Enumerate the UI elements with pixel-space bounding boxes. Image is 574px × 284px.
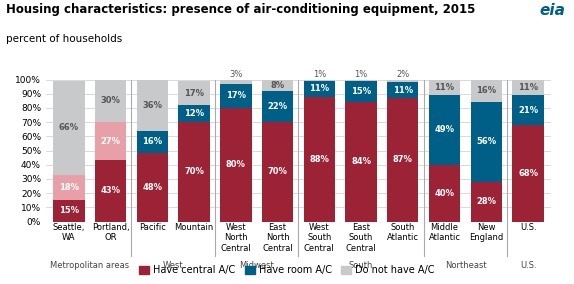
Bar	[513, 80, 544, 95]
Bar	[262, 80, 293, 91]
Text: 49%: 49%	[435, 126, 455, 134]
Text: 12%: 12%	[184, 109, 204, 118]
Bar	[346, 81, 377, 102]
Text: 70%: 70%	[184, 167, 204, 176]
Bar	[179, 81, 210, 105]
Bar	[387, 98, 418, 222]
Text: 84%: 84%	[351, 157, 371, 166]
Text: 11%: 11%	[309, 84, 329, 93]
Bar	[179, 105, 210, 122]
Bar	[53, 200, 84, 222]
Bar	[137, 80, 168, 131]
Text: 15%: 15%	[351, 87, 371, 96]
Bar	[262, 91, 293, 122]
Text: West: West	[163, 261, 184, 270]
Bar	[429, 95, 460, 165]
Text: 87%: 87%	[393, 155, 413, 164]
Text: 8%: 8%	[270, 81, 285, 90]
Text: 1%: 1%	[313, 70, 326, 79]
Text: 27%: 27%	[100, 137, 121, 146]
Text: 22%: 22%	[267, 102, 288, 111]
Text: South: South	[349, 261, 373, 270]
Bar	[53, 175, 84, 200]
Bar	[220, 80, 251, 84]
Text: 43%: 43%	[100, 187, 121, 195]
Text: 18%: 18%	[59, 183, 79, 192]
Text: 15%: 15%	[59, 206, 79, 215]
Text: 16%: 16%	[142, 137, 162, 147]
Text: U.S.: U.S.	[520, 261, 536, 270]
Text: 3%: 3%	[229, 70, 243, 79]
Bar	[95, 122, 126, 160]
Text: 21%: 21%	[518, 106, 538, 114]
Bar	[137, 131, 168, 153]
Bar	[471, 182, 502, 222]
Text: 88%: 88%	[309, 154, 329, 164]
Bar	[387, 80, 418, 82]
Text: Housing characteristics: presence of air-conditioning equipment, 2015: Housing characteristics: presence of air…	[6, 3, 475, 16]
Bar	[95, 160, 126, 222]
Bar	[513, 95, 544, 125]
Text: Midwest: Midwest	[239, 261, 274, 270]
Bar	[304, 80, 335, 81]
Text: 66%: 66%	[59, 123, 79, 132]
Text: Northeast: Northeast	[445, 261, 486, 270]
Text: 28%: 28%	[476, 197, 497, 206]
Bar	[471, 80, 502, 102]
Text: 11%: 11%	[518, 83, 538, 92]
Text: 80%: 80%	[226, 160, 246, 169]
Bar	[429, 165, 460, 222]
Text: 40%: 40%	[435, 189, 455, 198]
Bar	[53, 81, 84, 175]
Bar	[346, 102, 377, 222]
Text: 17%: 17%	[226, 91, 246, 100]
Text: 17%: 17%	[184, 89, 204, 97]
Text: 36%: 36%	[142, 101, 162, 110]
Text: 68%: 68%	[518, 169, 538, 178]
Text: 30%: 30%	[100, 96, 121, 105]
Bar	[220, 108, 251, 222]
Legend: Have central A/C, Have room A/C, Do not have A/C: Have central A/C, Have room A/C, Do not …	[135, 261, 439, 279]
Bar	[95, 80, 126, 122]
Bar	[429, 80, 460, 95]
Bar	[304, 97, 335, 222]
Text: 1%: 1%	[355, 70, 368, 79]
Text: 16%: 16%	[476, 86, 497, 95]
Text: 2%: 2%	[396, 70, 409, 79]
Text: 48%: 48%	[142, 183, 162, 192]
Text: percent of households: percent of households	[6, 34, 122, 44]
Bar	[137, 153, 168, 222]
Text: Metropolitan areas: Metropolitan areas	[50, 261, 129, 270]
Text: 11%: 11%	[435, 83, 455, 92]
Text: 56%: 56%	[476, 137, 497, 147]
Text: eia: eia	[540, 3, 565, 18]
Bar	[220, 84, 251, 108]
Bar	[304, 81, 335, 97]
Bar	[471, 102, 502, 182]
Text: 11%: 11%	[393, 86, 413, 95]
Text: 70%: 70%	[267, 167, 288, 176]
Bar	[513, 125, 544, 222]
Bar	[262, 122, 293, 222]
Bar	[387, 82, 418, 98]
Bar	[346, 80, 377, 81]
Bar	[179, 122, 210, 222]
